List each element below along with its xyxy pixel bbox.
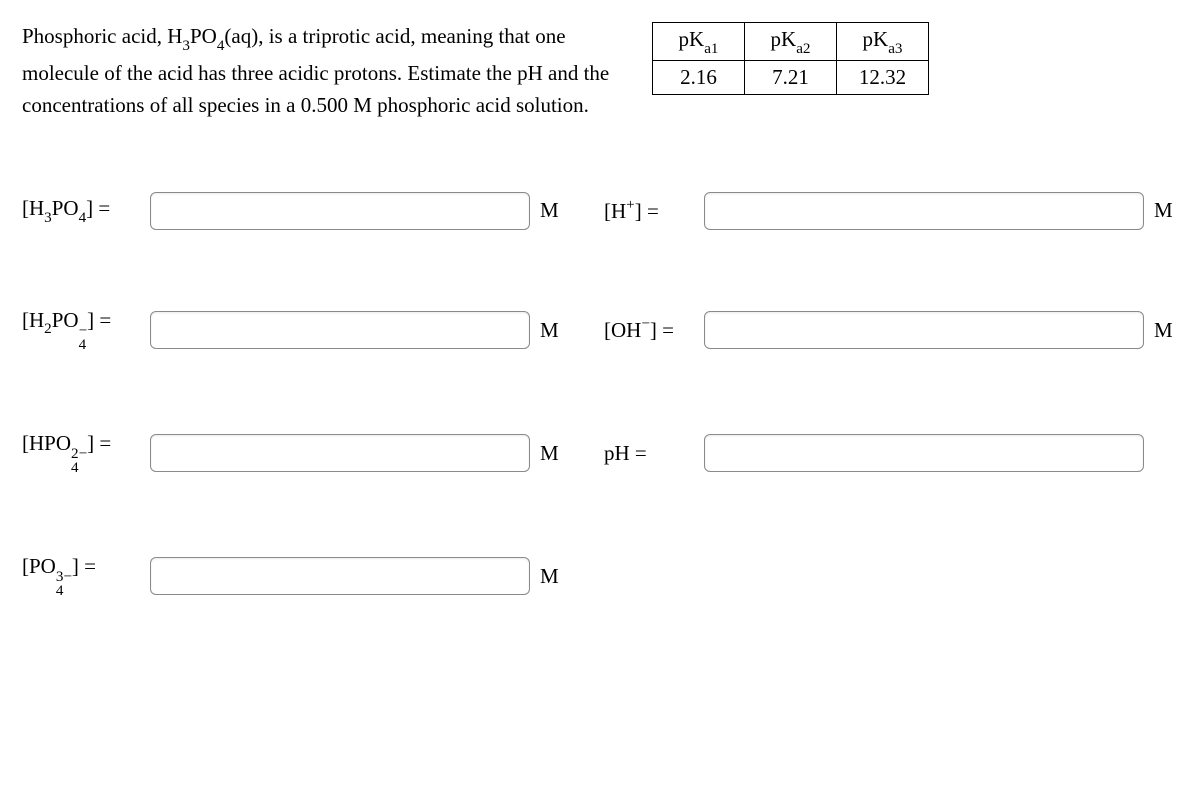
unit-m: M	[540, 564, 564, 589]
pka3-header: pKa3	[837, 23, 929, 61]
pka1-value: 2.16	[653, 61, 745, 95]
po4-label: [PO3−4] =	[22, 554, 140, 599]
h3po4-input[interactable]	[150, 192, 530, 230]
pka1-header: pKa1	[653, 23, 745, 61]
pka2-value: 7.21	[745, 61, 837, 95]
question-prompt: Phosphoric acid, H3PO4(aq), is a triprot…	[22, 20, 612, 122]
hpo4-label: [HPO2−4] =	[22, 431, 140, 476]
unit-m: M	[1154, 318, 1178, 343]
hpo4-input[interactable]	[150, 434, 530, 472]
ph-input[interactable]	[704, 434, 1144, 472]
hplus-input[interactable]	[704, 192, 1144, 230]
unit-m: M	[540, 318, 564, 343]
h2po4-label: [H2PO−4] =	[22, 308, 140, 353]
h3po4-label: [H3PO4] =	[22, 196, 140, 225]
oh-label: [OH−] =	[604, 317, 694, 343]
pka-table: pKa1 pKa2 pKa3 2.16 7.21 12.32	[652, 22, 929, 95]
hplus-label: [H+] =	[604, 198, 694, 224]
oh-input[interactable]	[704, 311, 1144, 349]
unit-m: M	[1154, 198, 1178, 223]
unit-m: M	[540, 198, 564, 223]
ph-label: pH =	[604, 441, 694, 466]
po4-input[interactable]	[150, 557, 530, 595]
unit-m: M	[540, 441, 564, 466]
pka3-value: 12.32	[837, 61, 929, 95]
pka2-header: pKa2	[745, 23, 837, 61]
h2po4-input[interactable]	[150, 311, 530, 349]
